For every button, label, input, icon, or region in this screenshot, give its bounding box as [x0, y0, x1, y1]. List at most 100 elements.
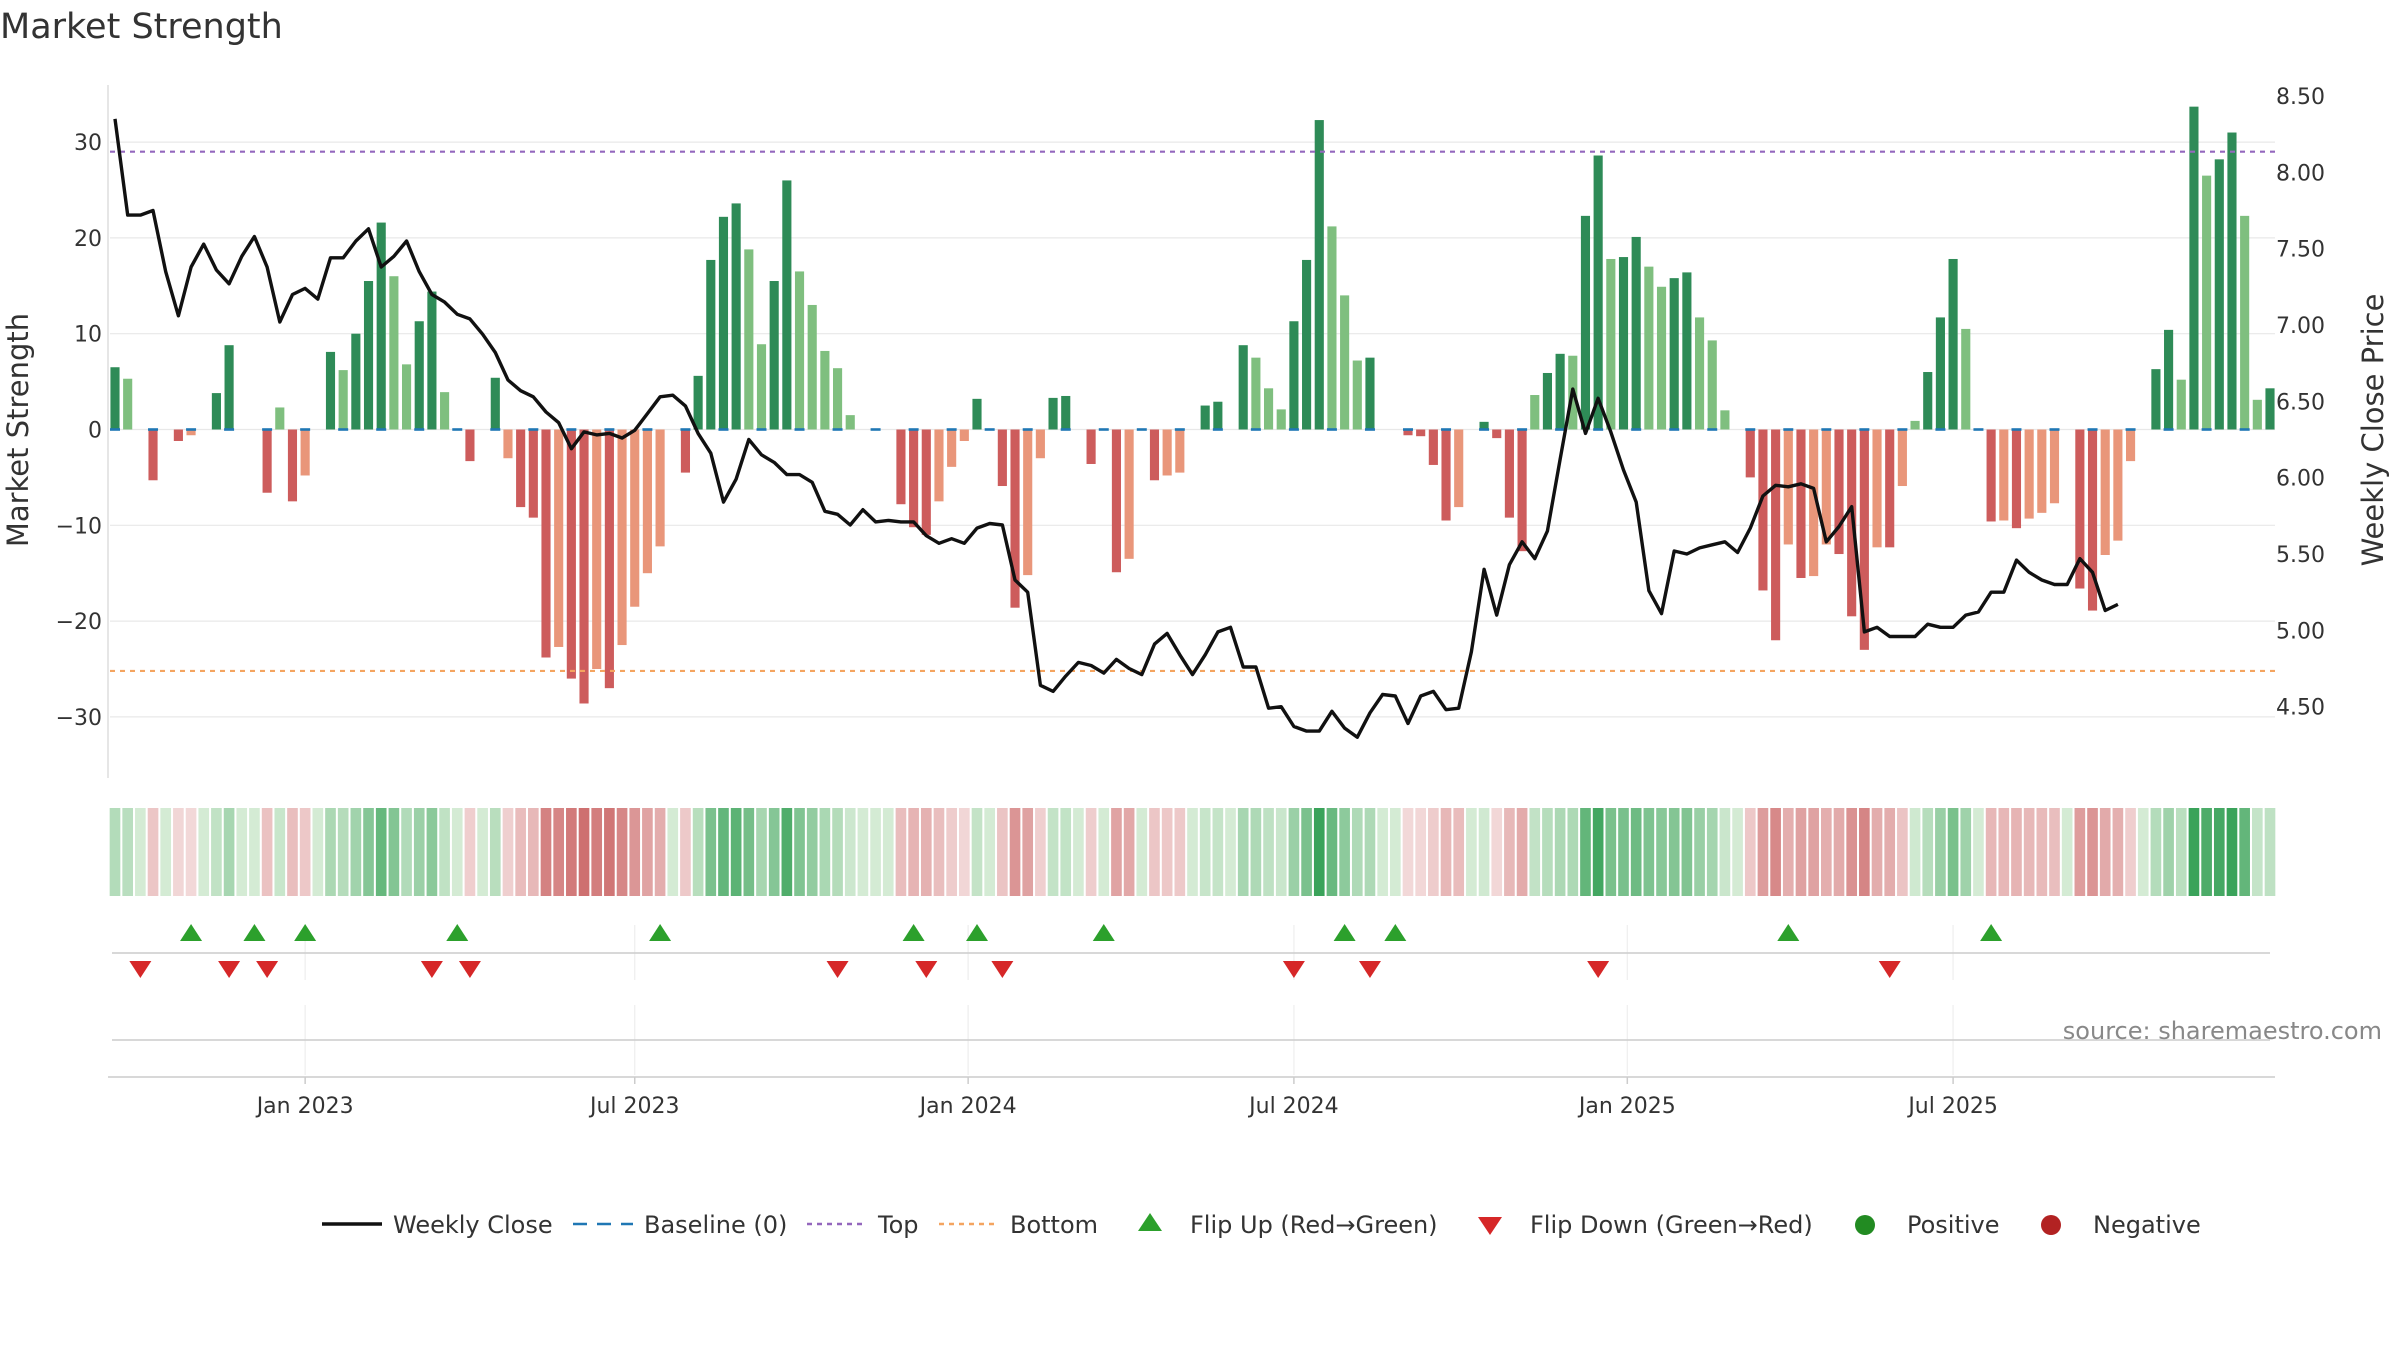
strength-bar	[642, 429, 652, 574]
strength-bar	[1745, 429, 1755, 478]
strip-cell	[2264, 808, 2276, 896]
y2-tick-label: 6.50	[2276, 390, 2325, 415]
strip-cell	[236, 808, 248, 896]
strip-cell	[1428, 808, 1439, 896]
strip-cell	[882, 808, 894, 896]
legend-flip-down: Flip Down (Green→Red)	[1478, 1211, 1813, 1239]
y2-axis-label: Weekly Close Price	[2356, 294, 2390, 567]
strip-cell	[984, 808, 996, 896]
strip-cell	[718, 808, 729, 896]
legend-positive: Positive	[1855, 1211, 2000, 1239]
x-tick-label: Jan 2025	[1577, 1094, 1676, 1119]
strip-cell	[1123, 808, 1135, 896]
strip-cell	[806, 808, 818, 896]
strength-bar	[1276, 409, 1286, 430]
strip-cell	[401, 808, 412, 896]
strip-cell	[464, 808, 476, 896]
strength-bar	[1897, 429, 1907, 487]
strength-bar	[972, 398, 982, 430]
legend-top-label: Top	[877, 1211, 919, 1239]
right-y-ticks: 8.50 8.00 7.50 7.00 6.50 6.00 5.50 5.00 4.50	[2276, 85, 2325, 721]
strength-bar	[2189, 106, 2199, 430]
y-axis-label: Market Strength	[1, 313, 35, 547]
strip-cell	[249, 808, 260, 896]
strength-bar	[1606, 258, 1616, 430]
strength-bar	[376, 222, 386, 430]
strength-bar	[2100, 429, 2110, 555]
strength-bar	[1834, 429, 1844, 555]
strength-bar	[1238, 345, 1248, 430]
strip-cell	[1681, 808, 1693, 896]
strip-cell	[2175, 808, 2187, 896]
strength-bar	[934, 429, 944, 502]
strip-cell	[1516, 808, 1528, 896]
strength-bar	[2240, 215, 2250, 430]
strength-bar	[2227, 132, 2237, 430]
strip-cell	[1440, 808, 1452, 896]
strip-cell	[223, 808, 235, 896]
strength-bar	[1593, 155, 1603, 430]
strength-bar	[490, 377, 500, 430]
flip-down-marker	[1587, 961, 1610, 978]
y-tick-label: 20	[74, 227, 102, 252]
strip-cell	[1275, 808, 1287, 896]
strip-cell	[920, 808, 932, 896]
panel-vertical-gridlines	[304, 925, 1954, 1075]
strip-cell	[946, 808, 957, 896]
strength-bar	[1821, 429, 1831, 545]
strip-cell	[895, 808, 907, 896]
flip-up-marker	[180, 924, 203, 941]
legend-weekly-close-label: Weekly Close	[393, 1211, 553, 1239]
strip-cell	[1111, 808, 1122, 896]
strip-cell	[1846, 808, 1858, 896]
strip-cell	[667, 808, 679, 896]
strength-bar	[1048, 397, 1058, 430]
strength-bar	[1124, 429, 1134, 559]
strip-cell	[908, 808, 919, 896]
strip-cell	[1706, 808, 1718, 896]
flip-up-marker	[1384, 924, 1407, 941]
strength-bar	[1441, 429, 1451, 521]
strength-bar	[2164, 329, 2174, 430]
strength-bar	[1961, 328, 1971, 430]
strength-bar	[896, 429, 906, 505]
flip-down-marker	[129, 961, 152, 978]
flip-markers	[129, 924, 2003, 978]
main-gridlines	[110, 141, 2275, 718]
strip-cell	[2188, 808, 2200, 896]
y-tick-label: −10	[56, 514, 102, 539]
y2-tick-label: 5.50	[2276, 543, 2325, 568]
strength-bar	[1251, 357, 1261, 430]
strip-cell	[2112, 808, 2124, 896]
strip-cell	[743, 808, 755, 896]
strength-bar	[604, 429, 614, 689]
strip-cell	[2023, 808, 2035, 896]
strength-bar	[173, 429, 183, 441]
strip-cell	[1225, 808, 1236, 896]
strength-bar	[1555, 353, 1565, 430]
strip-cell	[439, 808, 450, 896]
strip-cell	[2201, 808, 2212, 896]
x-tick-label: Jul 2024	[1247, 1094, 1339, 1119]
strength-bar	[1086, 429, 1096, 464]
strength-bar	[845, 415, 855, 430]
strip-cell	[1022, 808, 1034, 896]
strip-cell	[1149, 808, 1160, 896]
strip-cell	[566, 808, 577, 896]
strip-cell	[135, 808, 146, 896]
strength-bar	[1580, 215, 1591, 430]
strip-cell	[109, 808, 121, 896]
strength-bar	[731, 203, 741, 430]
strength-bar	[947, 429, 957, 467]
strength-bar	[1517, 429, 1527, 552]
strip-cell	[1935, 808, 1946, 896]
strength-heat-strip	[109, 808, 2276, 896]
strength-bar	[1707, 340, 1717, 430]
strength-bar	[528, 429, 538, 518]
x-tick-label: Jan 2023	[255, 1094, 354, 1119]
flip-down-marker	[1282, 961, 1305, 978]
strip-cell	[2251, 808, 2263, 896]
strip-cell	[997, 808, 1008, 896]
strip-cell	[1288, 808, 1300, 896]
legend-positive-label: Positive	[1907, 1211, 2000, 1239]
